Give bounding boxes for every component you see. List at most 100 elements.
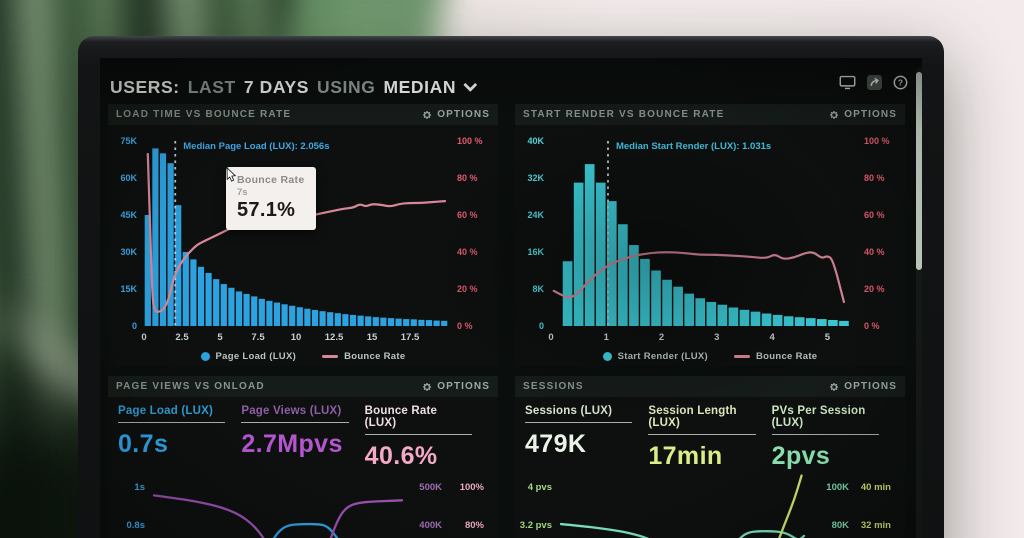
metric-page-views: Page Views (LUX) 2.7Mpvs: [241, 405, 364, 471]
svg-text:400K: 400K: [419, 520, 442, 531]
metric-label: Bounce Rate (LUX): [364, 405, 472, 435]
dashboard-screen: USERS: LAST 7 DAYS USING MEDIAN ? LOAD T…: [100, 58, 922, 538]
chevron-down-icon: [463, 77, 478, 92]
svg-text:5: 5: [825, 332, 831, 343]
options-button[interactable]: OPTIONS: [422, 109, 490, 120]
legend-dot-swatch: [602, 351, 612, 361]
svg-text:100 %: 100 %: [864, 136, 890, 146]
svg-text:60 %: 60 %: [864, 210, 885, 220]
panel-title: START RENDER VS BOUNCE RATE: [523, 109, 725, 120]
svg-text:100K: 100K: [826, 482, 849, 493]
svg-text:100 %: 100 %: [457, 136, 483, 146]
panel-title: PAGE VIEWS VS ONLOAD: [116, 381, 265, 392]
svg-text:12.5: 12.5: [325, 332, 344, 343]
panel-title: LOAD TIME VS BOUNCE RATE: [116, 109, 292, 120]
panel-header: SESSIONS OPTIONS: [515, 376, 905, 397]
svg-text:4: 4: [769, 332, 775, 343]
metric-pvs-per-session: PVs Per Session (LUX) 2pvs: [771, 405, 895, 471]
bounce-rate-tooltip: Bounce Rate 7s 57.1%: [226, 167, 317, 230]
scrollbar-thumb[interactable]: [916, 72, 922, 270]
header-part: USERS:: [110, 76, 180, 97]
svg-text:100%: 100%: [460, 482, 485, 493]
svg-text:4 pvs: 4 pvs: [528, 482, 552, 493]
svg-text:10: 10: [291, 332, 302, 343]
help-icon[interactable]: ?: [893, 75, 908, 90]
svg-text:1: 1: [604, 332, 610, 343]
metric-value: 40.6%: [364, 442, 438, 470]
svg-text:24K: 24K: [527, 210, 544, 220]
svg-text:Median Page Load (LUX): 2.056s: Median Page Load (LUX): 2.056s: [183, 141, 329, 152]
metric-label: Session Length (LUX): [648, 405, 756, 435]
svg-text:32K: 32K: [527, 173, 544, 183]
gear-icon: [423, 382, 432, 391]
svg-text:45K: 45K: [120, 210, 137, 220]
panel-header: START RENDER VS BOUNCE RATE OPTIONS: [515, 104, 905, 125]
metric-value: 17min: [648, 442, 723, 470]
start-render-chart[interactable]: 40K 32K 24K 16K 8K 0 100 % 80 % 60 % 40 % 20 % 0 % 0…: [515, 125, 905, 346]
svg-text:7.5: 7.5: [251, 332, 265, 343]
header-part: USING: [317, 76, 376, 97]
panel-start-render: START RENDER VS BOUNCE RATE OPTIONS 40K 3…: [515, 104, 905, 366]
legend-item: Bounce Rate: [734, 351, 817, 362]
header-part: 7 DAYS: [243, 76, 310, 97]
scrollbar-track[interactable]: [916, 68, 922, 538]
options-label: OPTIONS: [437, 381, 490, 392]
options-label: OPTIONS: [437, 109, 490, 120]
panel-page-views: PAGE VIEWS VS ONLOAD OPTIONS Page Load (…: [108, 376, 498, 538]
svg-text:?: ?: [898, 78, 903, 88]
svg-text:17.5: 17.5: [401, 332, 420, 343]
tooltip-subtitle: 7s: [237, 187, 248, 198]
metric-label: Page Views (LUX): [241, 405, 349, 423]
svg-text:0: 0: [539, 321, 544, 331]
gear-icon: [830, 110, 839, 119]
legend-label: Start Render (LUX): [617, 350, 708, 362]
svg-text:0.8s: 0.8s: [127, 520, 146, 531]
svg-text:15: 15: [367, 332, 378, 343]
display-icon[interactable]: [839, 75, 856, 90]
svg-text:0 %: 0 %: [457, 321, 473, 331]
svg-text:75K: 75K: [120, 136, 137, 146]
svg-text:40 %: 40 %: [864, 247, 885, 257]
legend-label: Bounce Rate: [344, 350, 406, 362]
legend-line-swatch: [322, 354, 339, 358]
legend-item: Start Render (LUX): [602, 350, 708, 362]
metric-sessions: Sessions (LUX) 479K: [525, 405, 648, 471]
users-period-dropdown[interactable]: USERS: LAST 7 DAYS USING MEDIAN: [110, 74, 478, 100]
tooltip-value: 57.1%: [237, 199, 296, 221]
svg-text:80%: 80%: [465, 520, 485, 531]
panel-title: SESSIONS: [523, 381, 584, 392]
load-time-chart[interactable]: Bounce Rate 7s 57.1% 75K 60K 45K 30K 15K 0 100…: [108, 125, 498, 346]
panel-sessions: SESSIONS OPTIONS Sessions (LUX) 479K Ses…: [515, 376, 905, 538]
metric-value: 2.7Mpvs: [241, 430, 343, 458]
svg-text:15K: 15K: [120, 284, 137, 294]
metric-page-load: Page Load (LUX) 0.7s: [118, 405, 241, 471]
toolbar-icons: ?: [839, 75, 908, 90]
svg-text:3.2 pvs: 3.2 pvs: [520, 520, 552, 531]
legend-item: Bounce Rate: [322, 351, 405, 362]
metric-value: 479K: [525, 430, 587, 458]
metric-label: PVs Per Session (LUX): [771, 405, 879, 435]
svg-text:32 min: 32 min: [861, 520, 891, 531]
panel-header: PAGE VIEWS VS ONLOAD OPTIONS: [108, 376, 498, 397]
metric-label: Sessions (LUX): [525, 405, 633, 423]
options-button[interactable]: OPTIONS: [829, 381, 897, 392]
svg-text:Median Start Render (LUX): 1.0: Median Start Render (LUX): 1.031s: [616, 141, 771, 152]
svg-text:20 %: 20 %: [864, 284, 885, 294]
options-button[interactable]: OPTIONS: [422, 381, 490, 392]
svg-text:3: 3: [714, 332, 719, 343]
metric-label: Page Load (LUX): [118, 405, 226, 423]
svg-text:60 %: 60 %: [457, 210, 478, 220]
options-button[interactable]: OPTIONS: [829, 109, 897, 120]
share-icon[interactable]: [867, 75, 882, 90]
panel-load-time: LOAD TIME VS BOUNCE RATE OPTIONS Bounce …: [108, 104, 498, 366]
gear-icon: [830, 382, 839, 391]
svg-text:2: 2: [659, 332, 664, 343]
legend-line-swatch: [734, 354, 750, 358]
header-part: LAST: [187, 76, 236, 97]
panel-grid: LOAD TIME VS BOUNCE RATE OPTIONS Bounce …: [108, 104, 905, 538]
svg-text:500K: 500K: [419, 482, 442, 493]
svg-text:16K: 16K: [527, 247, 544, 257]
svg-text:0 %: 0 %: [864, 321, 880, 331]
